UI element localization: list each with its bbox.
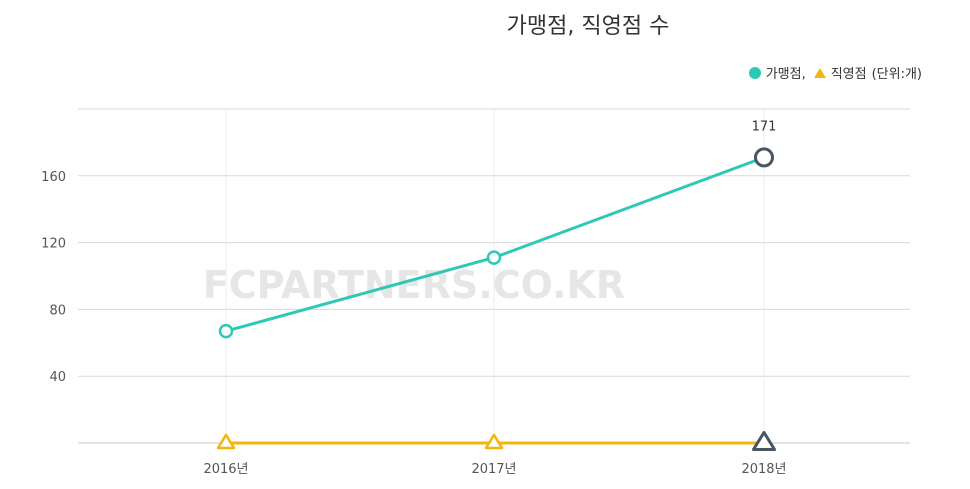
y-tick-label-40: 40: [49, 370, 66, 385]
chart-legend: 가맹점, 직영점 (단위:개): [748, 63, 922, 82]
y-tick-label-160: 160: [41, 170, 66, 185]
point-0-0: [218, 323, 234, 339]
legend-unit-label: (단위:개): [871, 67, 922, 82]
point-0-2: [754, 147, 774, 168]
point-1-1: [484, 433, 504, 450]
legend-circle-icon: [748, 66, 761, 79]
legend-triangle-icon: [813, 67, 826, 78]
legend-label-franchise[interactable]: 가맹점,: [765, 67, 806, 82]
x-tick-label-0: 2016년: [203, 462, 248, 477]
x-tick-label-1: 2017년: [471, 462, 516, 477]
x-tick-label-2: 2018년: [741, 462, 786, 477]
data-label-0: 171: [752, 119, 777, 134]
point-1-0: [216, 433, 236, 450]
chart-title: 가맹점, 직영점 수: [506, 14, 670, 39]
y-tick-label-80: 80: [49, 303, 66, 318]
point-1-2: [752, 430, 776, 451]
point-0-1: [486, 250, 502, 265]
legend-label-direct[interactable]: 직영점: [830, 67, 867, 82]
watermark-text: FCPARTNERS.CO.KR: [203, 263, 625, 307]
y-tick-label-120: 120: [41, 237, 66, 252]
